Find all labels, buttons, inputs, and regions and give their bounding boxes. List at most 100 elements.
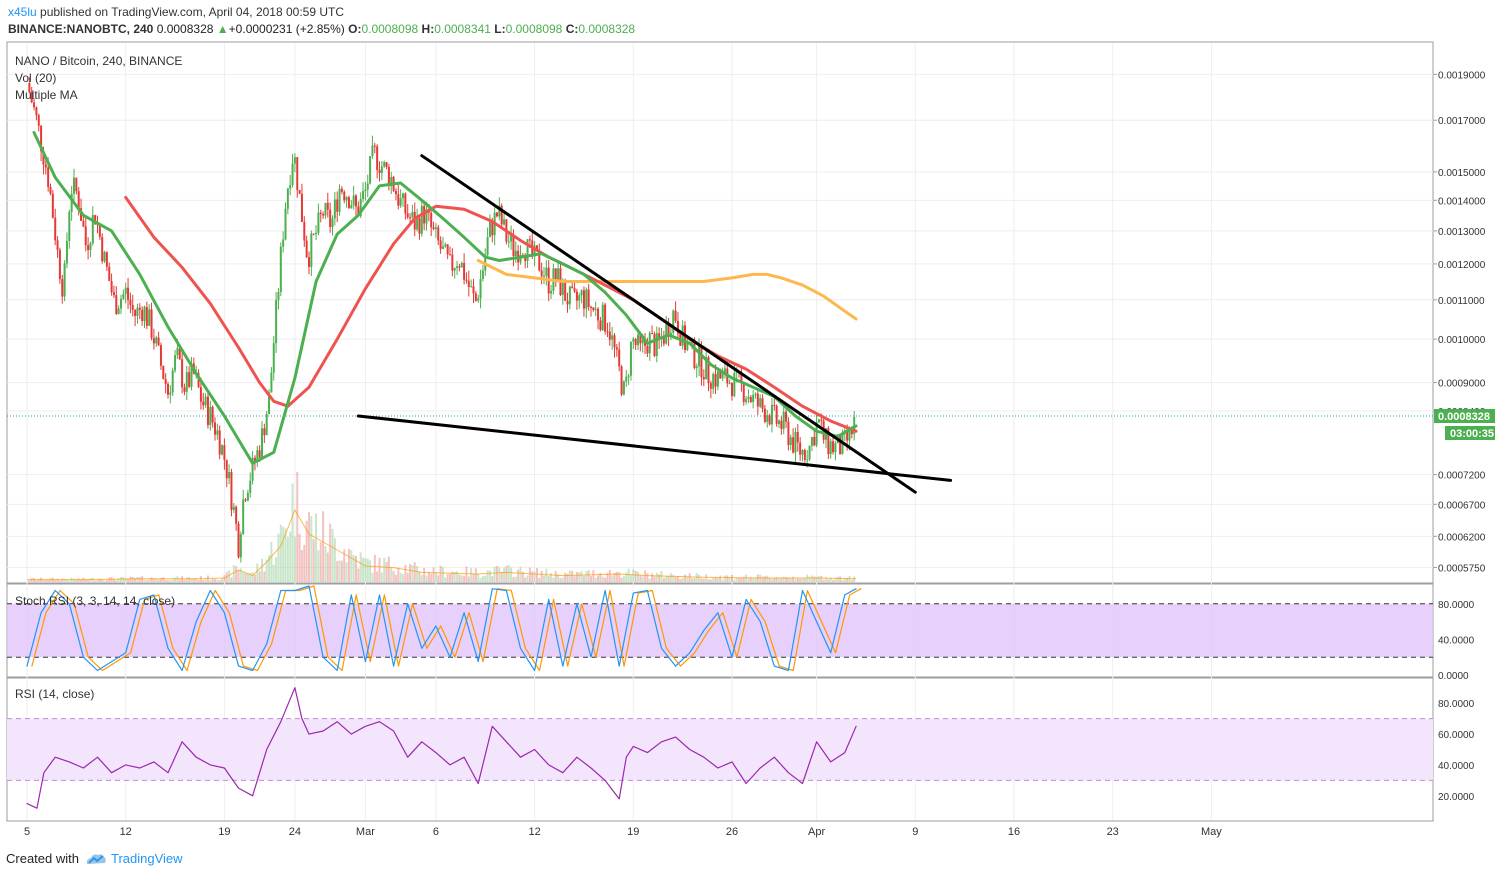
volume-bar [528, 567, 531, 582]
candle-body [214, 422, 216, 435]
candle-body [98, 224, 101, 237]
candle-body [665, 324, 668, 344]
candle-body [599, 320, 602, 331]
candle-body [275, 300, 278, 344]
volume-bar [594, 577, 597, 582]
volume-bar [192, 578, 195, 582]
volume-bar [810, 575, 813, 582]
candle-body [284, 208, 287, 240]
candle-body [627, 375, 630, 377]
volume-bar [547, 576, 550, 582]
candle-body [406, 213, 409, 218]
volume-bar [789, 578, 792, 582]
candle-body [721, 371, 724, 379]
candle-body [33, 102, 36, 108]
volume-bar [343, 549, 346, 582]
candle-body [112, 292, 115, 296]
candle-body [446, 244, 449, 255]
volume-bar [150, 577, 153, 582]
candle-body [89, 243, 92, 251]
volume-bar [249, 573, 252, 582]
candle-body [286, 188, 289, 209]
volume-bar [493, 566, 496, 582]
candle-body [35, 107, 38, 116]
candle-body [101, 236, 104, 262]
volume-bar [799, 578, 802, 582]
candle-body [460, 262, 463, 268]
candle-body [634, 338, 637, 346]
candle-body [178, 348, 181, 360]
volume-bar [277, 533, 280, 582]
volume-bar [449, 573, 451, 582]
volume-bar [568, 570, 571, 582]
volume-bar [418, 572, 421, 582]
volume-bar [357, 568, 360, 582]
volume-bar [486, 570, 489, 582]
candle-body [418, 218, 421, 234]
candle-body [103, 252, 106, 262]
price-pane[interactable] [6, 41, 1434, 584]
volume-bar [326, 552, 329, 582]
volume-bar [397, 567, 400, 582]
volume-bar [138, 577, 141, 582]
x-tick-label: 12 [528, 826, 540, 838]
candle-body [82, 220, 85, 227]
candle-body [658, 333, 661, 340]
volume-bar [463, 575, 466, 582]
candle-body [270, 372, 273, 393]
volume-bar [333, 538, 336, 582]
candle-body [37, 115, 40, 126]
volume-bar [202, 579, 205, 582]
created-with-text: Created with [6, 851, 79, 866]
volume-bar [157, 579, 160, 582]
candle-body [51, 193, 54, 218]
candle-body [141, 309, 144, 321]
volume-bar [197, 579, 200, 582]
candle-body [277, 292, 280, 301]
volume-bar [378, 557, 381, 582]
candle-body [733, 372, 736, 397]
volume-bar [413, 562, 416, 582]
volume-bar [524, 577, 527, 582]
stoch-tick-label: 80.0000 [1438, 600, 1475, 611]
candle-body [300, 193, 303, 222]
volume-bar [674, 577, 677, 582]
volume-bar [533, 571, 536, 582]
volume-bar [286, 537, 289, 582]
trendlines[interactable] [356, 154, 953, 494]
candle-body [700, 345, 703, 378]
candle-body [202, 401, 205, 406]
volume-bar [686, 576, 689, 582]
volume-bar [350, 550, 353, 582]
open-label: O: [348, 22, 362, 36]
author-link[interactable]: x45lu [8, 5, 37, 19]
candle-body [56, 240, 59, 250]
candle-body [282, 239, 285, 247]
volume-bar [362, 557, 365, 582]
candle-body [394, 190, 397, 195]
volume-bar [108, 577, 111, 582]
volume-bar [644, 570, 647, 582]
candle-body [211, 406, 214, 423]
candle-body [324, 202, 327, 216]
rsi-tick-label: 40.0000 [1438, 761, 1475, 772]
volume-bar [721, 579, 724, 582]
rsi-tick-label: 80.0000 [1438, 699, 1475, 710]
volume-bar [49, 578, 52, 582]
volume-bar [803, 578, 806, 582]
volume-bar [371, 572, 374, 582]
volume-bar [714, 576, 717, 582]
tradingview-link[interactable]: TradingView [85, 851, 183, 866]
candle-body [550, 290, 553, 294]
volume-bar [815, 576, 818, 582]
candle-body [620, 366, 623, 395]
volume-bar [296, 472, 299, 582]
volume-bar [124, 577, 127, 582]
volume-bar [716, 577, 719, 582]
volume-bar [467, 576, 470, 582]
stoch-tick-label: 40.0000 [1438, 635, 1475, 646]
up-arrow-icon: ▲ [216, 22, 229, 36]
candle-body [667, 324, 670, 337]
volume-bar [622, 575, 625, 582]
